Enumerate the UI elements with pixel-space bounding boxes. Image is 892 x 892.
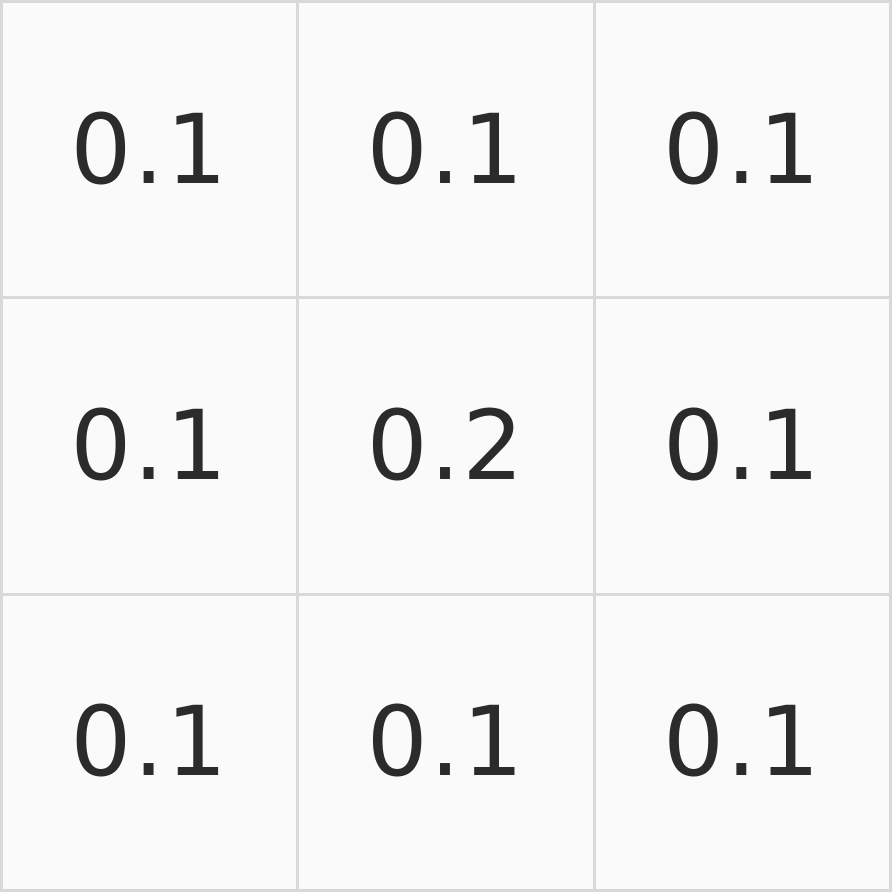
kernel-cell-r1-c2: 0.1	[299, 3, 593, 297]
kernel-cell-r2-c1: 0.1	[3, 299, 297, 593]
kernel-cell-r3-c1: 0.1	[3, 595, 297, 889]
kernel-cell-r2-c2: 0.2	[299, 299, 593, 593]
kernel-cell-r3-c2: 0.1	[299, 595, 593, 889]
kernel-cell-r3-c3: 0.1	[595, 595, 889, 889]
kernel-cell-r1-c3: 0.1	[595, 3, 889, 297]
kernel-cell-r2-c3: 0.1	[595, 299, 889, 593]
kernel-cell-r1-c1: 0.1	[3, 3, 297, 297]
